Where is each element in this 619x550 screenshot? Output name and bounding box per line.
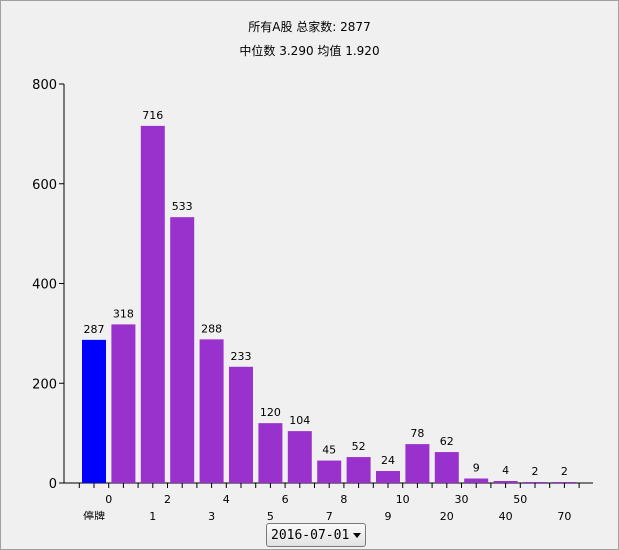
date-select-value: 2016-07-01 [271, 527, 350, 543]
bar [199, 339, 224, 483]
bar-value-label: 45 [322, 444, 336, 457]
x-tick-label: 20 [440, 510, 454, 520]
bar [523, 482, 547, 483]
bar [376, 471, 400, 483]
bar-value-label: 120 [260, 406, 281, 419]
bar [405, 444, 430, 483]
bar-value-label: 62 [440, 435, 454, 448]
bar-value-label: 287 [84, 323, 105, 336]
bar-value-label: 9 [473, 462, 480, 475]
chart-data-labels: 287 318 716 533 288 233 120 104 45 52 24 78 62 9 4 2 2 [84, 109, 568, 478]
bar-value-label: 233 [231, 350, 252, 363]
bar [170, 217, 195, 483]
bar [346, 457, 371, 483]
y-tick-label: 200 [32, 377, 57, 392]
bar-value-label: 716 [142, 109, 163, 122]
x-tick-label: 6 [282, 493, 289, 506]
chart-x-tick-labels: 0 2 4 6 8 10 30 50 停牌 1 3 5 7 9 20 40 70 [83, 493, 571, 520]
x-tick-label: 40 [499, 510, 513, 520]
chart-subtitle: 中位数 3.290 均值 1.920 [239, 44, 380, 58]
bar [287, 431, 312, 483]
y-tick-label: 400 [32, 278, 57, 293]
bar-value-label: 2 [561, 465, 568, 478]
x-tick-label: 停牌 [83, 509, 105, 520]
y-tick-label: 0 [49, 477, 57, 492]
x-tick-label: 4 [223, 493, 230, 506]
bar [229, 366, 253, 483]
x-tick-label: 7 [326, 510, 333, 520]
bar-value-label: 52 [352, 440, 366, 453]
x-tick-label: 8 [340, 493, 347, 506]
bar-value-label: 78 [410, 427, 424, 440]
bar-value-label: 288 [201, 322, 222, 335]
bar [552, 482, 577, 483]
bar [493, 481, 518, 483]
x-tick-label: 3 [208, 510, 215, 520]
y-tick-label: 600 [32, 178, 57, 193]
x-tick-label: 2 [164, 493, 171, 506]
bar [317, 460, 342, 483]
bar [464, 478, 489, 483]
bar [82, 339, 106, 483]
bar [258, 423, 283, 483]
bar-value-label: 2 [532, 465, 539, 478]
chart-bars [82, 125, 577, 484]
bar-value-label: 104 [289, 414, 310, 427]
bar [434, 452, 459, 483]
date-select-dropdown[interactable]: 2016-07-01 [266, 523, 366, 547]
chart-title: 所有A股 总家数: 2877 [248, 20, 371, 34]
bar-value-label: 318 [113, 307, 134, 320]
y-tick-label: 800 [32, 78, 57, 93]
x-tick-label: 10 [396, 493, 410, 506]
bar-value-label: 24 [381, 454, 395, 467]
x-tick-label: 5 [267, 510, 274, 520]
bar-value-label: 4 [502, 464, 509, 477]
x-tick-label: 1 [149, 510, 156, 520]
bar [140, 125, 165, 484]
chevron-down-icon [353, 533, 361, 538]
x-tick-label: 70 [557, 510, 571, 520]
bar-value-label: 533 [172, 200, 193, 213]
x-tick-label: 30 [455, 493, 469, 506]
x-tick-label: 0 [105, 493, 112, 506]
x-tick-label: 9 [385, 510, 392, 520]
x-tick-label: 50 [513, 493, 527, 506]
bar [111, 324, 136, 483]
